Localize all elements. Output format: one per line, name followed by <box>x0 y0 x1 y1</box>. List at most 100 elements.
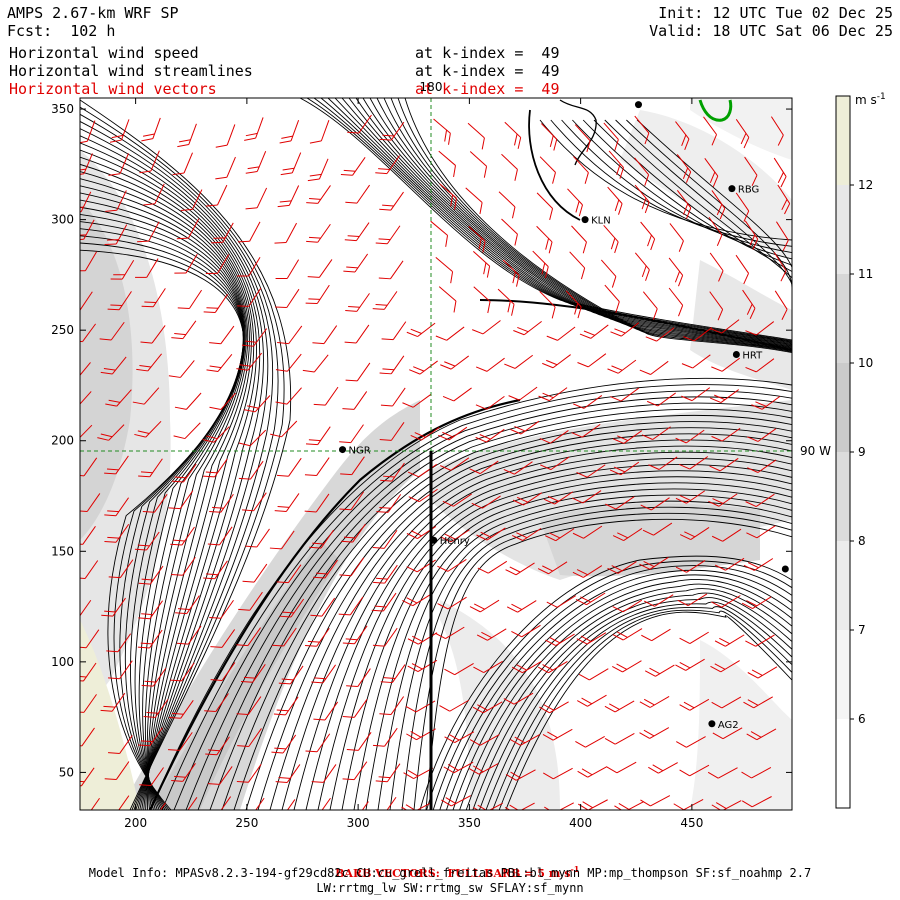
wind-barb <box>345 293 370 312</box>
wind-barb <box>679 527 710 541</box>
map-frame <box>79 97 793 811</box>
wind-barb <box>275 764 301 783</box>
wind-barb <box>251 797 265 810</box>
wind-barb <box>475 357 505 372</box>
wind-barb <box>80 424 93 442</box>
streamline <box>80 121 274 810</box>
wind-barb <box>747 459 777 473</box>
wind-barb <box>277 325 303 345</box>
wind-barb <box>344 324 370 344</box>
wind-barb <box>544 802 574 810</box>
wind-barb <box>134 420 162 438</box>
wind-barb <box>545 633 575 646</box>
wind-barb <box>305 733 331 753</box>
wind-barb <box>270 420 298 438</box>
wind-barb <box>135 258 159 278</box>
wind-barb <box>505 562 535 576</box>
wind-barb <box>741 596 772 609</box>
wind-barb <box>245 187 268 210</box>
wind-barb <box>642 522 673 536</box>
wind-barb <box>511 527 542 541</box>
wind-barb <box>407 632 438 645</box>
wind-barb <box>275 353 302 372</box>
wind-barb <box>241 663 266 683</box>
barb-note: BARB VECTORS: FULL BARB = 5 m s-1 <box>335 864 580 880</box>
wind-barb <box>669 223 684 252</box>
meridian-label-180: 180 <box>420 80 443 94</box>
wind-barb <box>176 218 200 240</box>
init-time: Init: 12 UTC Tue 02 Dec 25 <box>658 4 893 22</box>
streamline <box>550 119 792 247</box>
wind-barb <box>473 660 503 673</box>
wind-barb <box>747 428 777 442</box>
colorbar-label: 8 <box>858 534 866 548</box>
wind-barb <box>609 461 640 476</box>
wind-barb <box>209 493 234 513</box>
wind-barb <box>546 595 577 608</box>
field-1-level: at k-index = 49 <box>415 44 560 62</box>
map-axes: 200 250 300 350 400 450 50 100 150 200 250 300 350 <box>51 98 792 830</box>
wind-barb <box>142 493 168 513</box>
wind-barb <box>141 117 161 142</box>
wind-barb <box>773 251 787 282</box>
wind-barb <box>614 801 645 810</box>
wind-barb <box>97 424 125 441</box>
wind-barb <box>373 564 398 584</box>
wind-barb <box>710 660 740 673</box>
wind-barb <box>137 221 160 243</box>
wind-barb <box>207 766 233 785</box>
wind-barb <box>443 761 474 774</box>
streamline <box>397 98 792 353</box>
wind-barb <box>311 764 337 783</box>
wind-barb <box>238 429 267 447</box>
wind-barb <box>304 493 330 513</box>
wind-barb <box>539 430 569 444</box>
colorbar-label: 11 <box>858 267 873 281</box>
wind-barb <box>105 190 127 212</box>
wind-barb <box>340 456 365 476</box>
wind-barb <box>171 556 196 576</box>
wind-barb <box>306 185 331 204</box>
wind-barb <box>745 321 775 336</box>
streamline <box>498 609 792 810</box>
wind-barb <box>538 387 568 402</box>
wind-barb <box>575 736 605 748</box>
wind-barb <box>347 114 372 134</box>
wind-barb <box>317 797 331 810</box>
wind-barb <box>608 150 624 179</box>
colorbar-swatch <box>836 719 850 808</box>
wind-barb <box>434 626 465 640</box>
wind-barb <box>440 529 470 543</box>
wind-barb <box>744 156 758 187</box>
wind-barb <box>345 362 371 382</box>
station-marker <box>339 446 347 454</box>
wind-barb <box>612 528 643 542</box>
wind-barb <box>174 392 202 410</box>
streamline <box>636 119 792 297</box>
wind-barb <box>438 286 457 313</box>
wind-barb <box>171 463 197 483</box>
y-tick-label: 150 <box>51 544 74 558</box>
wind-barb <box>345 184 371 204</box>
colorbar-swatch <box>836 363 850 452</box>
wind-barb <box>307 259 333 278</box>
wind-barb <box>600 259 617 288</box>
x-tick-label: 450 <box>680 816 703 830</box>
wind-barb <box>709 457 739 472</box>
wind-barb <box>100 692 126 712</box>
y-tick-label: 300 <box>51 213 74 227</box>
wind-barb <box>381 321 407 341</box>
wind-barb <box>275 259 300 279</box>
colorbar-label: 9 <box>858 445 866 459</box>
wind-barb <box>512 492 543 506</box>
wind-barb <box>475 428 505 443</box>
wind-barb <box>211 222 234 244</box>
wind-barb <box>106 633 132 653</box>
wind-barb <box>645 327 675 342</box>
wind-barb <box>215 124 236 148</box>
wind-barb <box>271 734 297 754</box>
wind-barb <box>634 115 650 145</box>
wind-barb <box>641 628 671 642</box>
streamline <box>365 488 792 810</box>
colorbar: m s-1 12 11 10 9 8 7 6 <box>835 92 886 809</box>
